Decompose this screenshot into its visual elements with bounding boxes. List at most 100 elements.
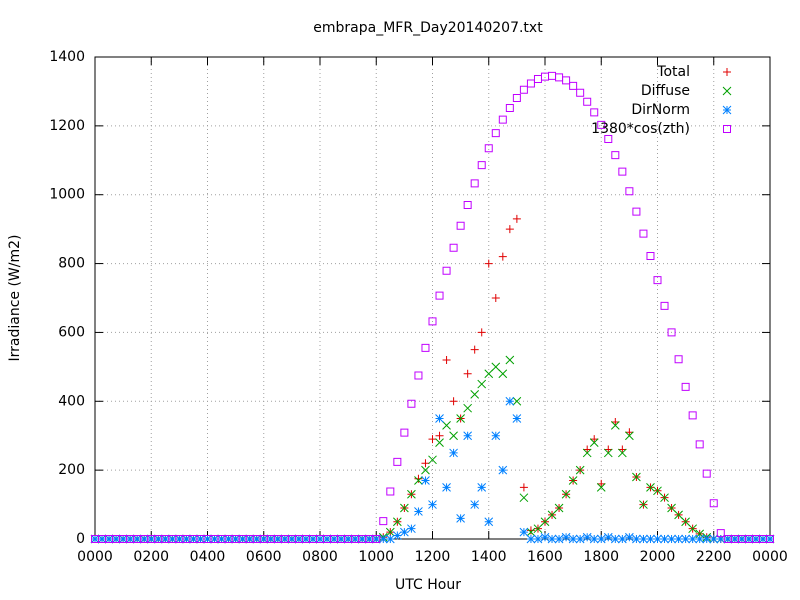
data-point: [400, 527, 409, 537]
y-tick-label: 1200: [49, 118, 85, 134]
chart-title: embrapa_MFR_Day20140207.txt: [313, 20, 543, 36]
x-tick-label: 1800: [583, 549, 619, 565]
data-point: [646, 483, 655, 492]
data-point: [583, 445, 592, 454]
data-point: [294, 534, 304, 544]
data-point: [498, 252, 507, 261]
data-point: [688, 411, 697, 420]
legend-marker: [723, 125, 731, 133]
data-point: [653, 276, 662, 285]
data-point: [315, 534, 325, 544]
data-point: [421, 459, 430, 468]
data-point: [632, 534, 641, 544]
data-point: [590, 435, 599, 444]
data-point: [688, 524, 698, 534]
data-point: [596, 534, 606, 544]
data-point: [491, 129, 500, 138]
data-point: [491, 362, 501, 372]
data-point: [498, 115, 507, 124]
data-point: [589, 534, 599, 544]
data-point: [442, 355, 451, 364]
data-point: [392, 517, 402, 527]
data-point: [484, 259, 493, 268]
y-axis-label: Irradiance (W/m2): [7, 235, 23, 362]
data-point: [456, 221, 465, 230]
data-point: [723, 534, 733, 544]
data-point: [301, 534, 311, 544]
data-point: [526, 79, 535, 88]
data-point: [597, 479, 606, 488]
legend-label: Diffuse: [641, 83, 690, 99]
data-point: [751, 534, 761, 544]
data-point: [463, 201, 472, 210]
data-point: [554, 534, 564, 544]
data-point: [456, 414, 465, 423]
data-point: [604, 445, 613, 454]
data-point: [414, 476, 423, 485]
data-point: [575, 465, 585, 475]
data-point: [766, 535, 774, 543]
x-tick-label: 0000: [77, 549, 113, 565]
x-tick-label: 1200: [415, 549, 451, 565]
data-point: [611, 151, 620, 160]
data-point: [540, 517, 550, 527]
data-point: [449, 243, 458, 252]
data-point: [547, 510, 557, 520]
data-point: [519, 493, 529, 503]
data-point: [442, 266, 451, 275]
data-point: [280, 534, 290, 544]
data-point: [639, 229, 648, 238]
data-point: [533, 75, 542, 84]
data-point: [646, 534, 655, 544]
data-point: [175, 534, 184, 544]
data-point: [695, 534, 705, 544]
data-point: [519, 483, 528, 492]
x-axis-label: UTC Hour: [395, 577, 461, 593]
data-point: [266, 534, 276, 544]
data-point: [407, 399, 416, 408]
y-tick-label: 400: [58, 393, 85, 409]
data-point: [329, 534, 339, 544]
data-point: [765, 534, 775, 544]
data-point: [392, 531, 402, 540]
data-point: [709, 499, 718, 508]
data-point: [322, 534, 332, 544]
data-point: [582, 448, 592, 458]
data-point: [702, 469, 711, 478]
data-point: [554, 503, 564, 513]
data-point: [449, 431, 458, 441]
data-point: [357, 534, 367, 544]
data-point: [603, 532, 613, 542]
x-tick-label: 0000: [752, 549, 788, 565]
x-tick-label: 2000: [640, 549, 676, 565]
data-point: [547, 534, 557, 544]
data-point: [498, 465, 508, 475]
data-point: [540, 532, 550, 542]
x-tick-label: 2200: [696, 549, 732, 565]
data-point: [575, 534, 585, 544]
data-point: [477, 379, 487, 389]
x-tick-label: 0200: [133, 549, 169, 565]
data-point: [533, 524, 543, 534]
legend-marker: [723, 68, 731, 76]
data-point: [245, 534, 255, 544]
data-point: [526, 527, 536, 537]
data-point: [491, 294, 500, 302]
data-point: [695, 440, 704, 449]
data-point: [576, 88, 585, 97]
legend-marker: [722, 86, 732, 96]
data-point: [639, 534, 648, 544]
data-point: [484, 369, 494, 379]
data-point: [716, 534, 726, 544]
data-point: [118, 534, 128, 544]
data-point: [730, 534, 740, 544]
data-point: [449, 397, 458, 406]
data-point: [505, 396, 515, 406]
data-point: [400, 428, 409, 437]
data-point: [583, 97, 592, 106]
data-point: [632, 472, 641, 482]
data-point: [660, 534, 669, 544]
data-point: [224, 534, 233, 544]
plot-border: [94, 56, 771, 540]
